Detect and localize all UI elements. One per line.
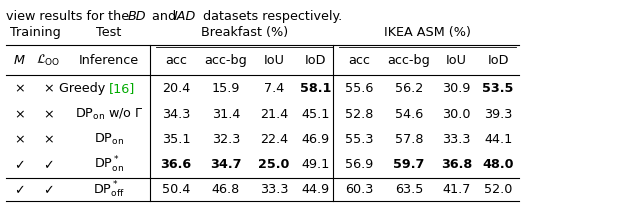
Text: Breakfast (%): Breakfast (%) xyxy=(201,26,288,39)
Text: 36.6: 36.6 xyxy=(161,158,191,171)
Text: 25.0: 25.0 xyxy=(258,158,289,171)
Text: 55.6: 55.6 xyxy=(345,82,373,95)
Text: 63.5: 63.5 xyxy=(395,183,423,196)
Text: 20.4: 20.4 xyxy=(162,82,190,95)
Text: 50.4: 50.4 xyxy=(162,183,190,196)
Text: $\mathcal{L}_{\mathrm{OO}}$: $\mathcal{L}_{\mathrm{OO}}$ xyxy=(36,53,61,68)
Text: $M$: $M$ xyxy=(13,54,26,67)
Text: 48.0: 48.0 xyxy=(483,158,514,171)
Text: 46.8: 46.8 xyxy=(212,183,240,196)
Text: 58.1: 58.1 xyxy=(300,82,331,95)
Text: IKEA ASM (%): IKEA ASM (%) xyxy=(384,26,471,39)
Text: $\times$: $\times$ xyxy=(43,82,54,95)
Text: 53.5: 53.5 xyxy=(483,82,514,95)
Text: 30.9: 30.9 xyxy=(442,82,471,95)
Text: view results for the: view results for the xyxy=(6,10,134,23)
Text: $\times$: $\times$ xyxy=(43,133,54,146)
Text: acc: acc xyxy=(348,54,370,67)
Text: 52.0: 52.0 xyxy=(484,183,512,196)
Text: 60.3: 60.3 xyxy=(345,183,373,196)
Text: 55.3: 55.3 xyxy=(344,133,373,146)
Text: 32.3: 32.3 xyxy=(212,133,240,146)
Text: DP$_{\rm on}$: DP$_{\rm on}$ xyxy=(94,132,124,147)
Text: 31.4: 31.4 xyxy=(212,108,240,121)
Text: acc-bg: acc-bg xyxy=(205,54,248,67)
Text: Greedy: Greedy xyxy=(59,82,109,95)
Text: 39.3: 39.3 xyxy=(484,108,512,121)
Text: 56.9: 56.9 xyxy=(345,158,373,171)
Text: 22.4: 22.4 xyxy=(260,133,288,146)
Text: $\times$: $\times$ xyxy=(14,133,25,146)
Text: $\times$: $\times$ xyxy=(43,108,54,121)
Text: $\checkmark$: $\checkmark$ xyxy=(44,183,54,196)
Text: BD: BD xyxy=(127,10,146,23)
Text: DP$^*_{\rm on}$: DP$^*_{\rm on}$ xyxy=(94,154,124,175)
Text: $\checkmark$: $\checkmark$ xyxy=(44,158,54,171)
Text: 59.7: 59.7 xyxy=(393,158,424,171)
Text: 35.1: 35.1 xyxy=(162,133,190,146)
Text: 34.7: 34.7 xyxy=(211,158,242,171)
Text: $\times$: $\times$ xyxy=(14,108,25,121)
Text: IoD: IoD xyxy=(305,54,326,67)
Text: 45.1: 45.1 xyxy=(301,108,330,121)
Text: $\times$: $\times$ xyxy=(14,82,25,95)
Text: 7.4: 7.4 xyxy=(264,82,284,95)
Text: 33.3: 33.3 xyxy=(442,133,471,146)
Text: 52.8: 52.8 xyxy=(345,108,373,121)
Text: 44.9: 44.9 xyxy=(301,183,330,196)
Text: 41.7: 41.7 xyxy=(442,183,471,196)
Text: 56.2: 56.2 xyxy=(395,82,423,95)
Text: 54.6: 54.6 xyxy=(395,108,423,121)
Text: 49.1: 49.1 xyxy=(301,158,330,171)
Text: 33.3: 33.3 xyxy=(260,183,288,196)
Text: IoD: IoD xyxy=(487,54,509,67)
Text: IoU: IoU xyxy=(446,54,467,67)
Text: 46.9: 46.9 xyxy=(301,133,330,146)
Text: $\checkmark$: $\checkmark$ xyxy=(14,158,24,171)
Text: 44.1: 44.1 xyxy=(484,133,512,146)
Text: $\checkmark$: $\checkmark$ xyxy=(14,183,24,196)
Text: [16]: [16] xyxy=(109,82,135,95)
Text: 30.0: 30.0 xyxy=(442,108,471,121)
Text: acc-bg: acc-bg xyxy=(387,54,430,67)
Text: 34.3: 34.3 xyxy=(162,108,190,121)
Text: datasets respectively.: datasets respectively. xyxy=(199,10,342,23)
Text: DP$^*_{\rm off}$: DP$^*_{\rm off}$ xyxy=(93,180,125,200)
Text: 21.4: 21.4 xyxy=(260,108,288,121)
Text: and: and xyxy=(148,10,180,23)
Text: Training: Training xyxy=(10,26,61,39)
Text: 57.8: 57.8 xyxy=(395,133,423,146)
Text: IAD: IAD xyxy=(173,10,196,23)
Text: 36.8: 36.8 xyxy=(441,158,472,171)
Text: Test: Test xyxy=(97,26,122,39)
Text: Inference: Inference xyxy=(79,54,139,67)
Text: DP$_{\rm on}$ w/o $\Gamma$: DP$_{\rm on}$ w/o $\Gamma$ xyxy=(75,107,143,122)
Text: 15.9: 15.9 xyxy=(212,82,240,95)
Text: acc: acc xyxy=(165,54,187,67)
Text: IoU: IoU xyxy=(263,54,284,67)
